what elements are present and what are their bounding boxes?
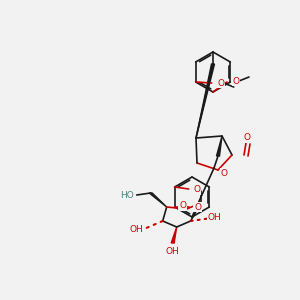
Polygon shape	[217, 136, 222, 156]
Text: OH: OH	[208, 214, 222, 223]
Text: O: O	[244, 134, 250, 142]
Text: O: O	[194, 202, 201, 211]
Text: O: O	[232, 76, 239, 85]
Polygon shape	[171, 227, 177, 243]
Polygon shape	[149, 193, 167, 207]
Text: HO: HO	[120, 190, 134, 200]
Polygon shape	[196, 64, 214, 138]
Text: OH: OH	[166, 248, 180, 256]
Text: OH: OH	[208, 214, 222, 223]
Text: O: O	[220, 169, 227, 178]
Text: O: O	[179, 202, 186, 211]
Text: O: O	[217, 79, 224, 88]
Text: OH: OH	[130, 224, 144, 233]
Text: O: O	[193, 185, 200, 194]
